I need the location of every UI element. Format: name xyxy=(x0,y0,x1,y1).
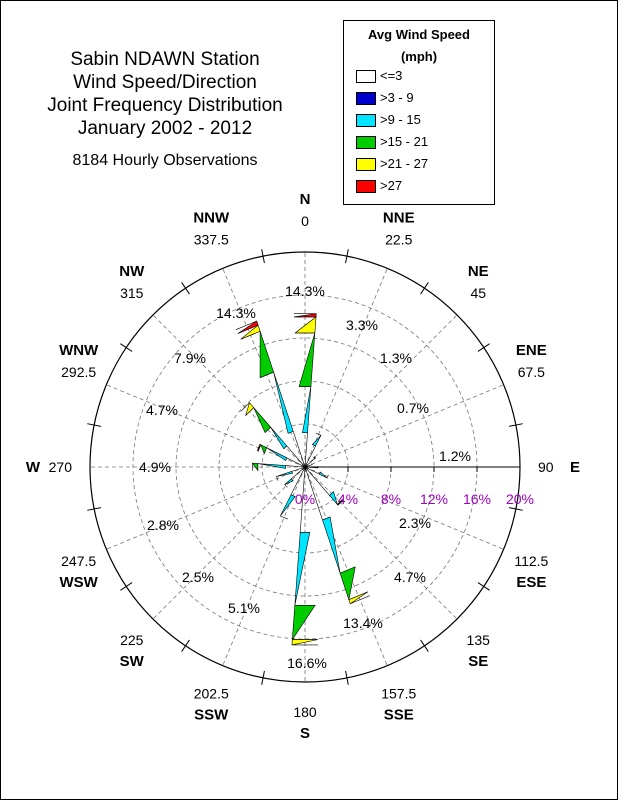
chart-title-block: Sabin NDAWN Station Wind Speed/Direction… xyxy=(20,48,310,170)
legend-label: <=3 xyxy=(380,68,403,83)
title-line-4: January 2002 - 2012 xyxy=(77,118,253,139)
title-line-3: Joint Frequency Distribution xyxy=(47,95,283,116)
legend-label: >27 xyxy=(380,178,403,193)
legend-label: >15 - 21 xyxy=(380,134,429,149)
legend-swatch xyxy=(356,92,376,105)
legend-swatch xyxy=(356,136,376,149)
legend-swatch xyxy=(356,180,376,193)
legend-swatch xyxy=(356,114,376,127)
legend: Avg Wind Speed (mph) <=3 >3 - 9 >9 - 15 … xyxy=(343,20,495,205)
observation-count: 8184 Hourly Observations xyxy=(72,152,258,169)
title-line-1: Sabin NDAWN Station xyxy=(70,49,260,70)
legend-label: >21 - 27 xyxy=(380,156,429,171)
legend-swatch xyxy=(356,70,376,83)
legend-label: >3 - 9 xyxy=(380,90,414,105)
legend-swatch xyxy=(356,158,376,171)
legend-title-2: (mph) xyxy=(400,49,438,64)
legend-title-1: Avg Wind Speed xyxy=(368,27,470,42)
legend-label: >9 - 15 xyxy=(380,112,421,127)
title-line-2: Wind Speed/Direction xyxy=(73,72,257,93)
